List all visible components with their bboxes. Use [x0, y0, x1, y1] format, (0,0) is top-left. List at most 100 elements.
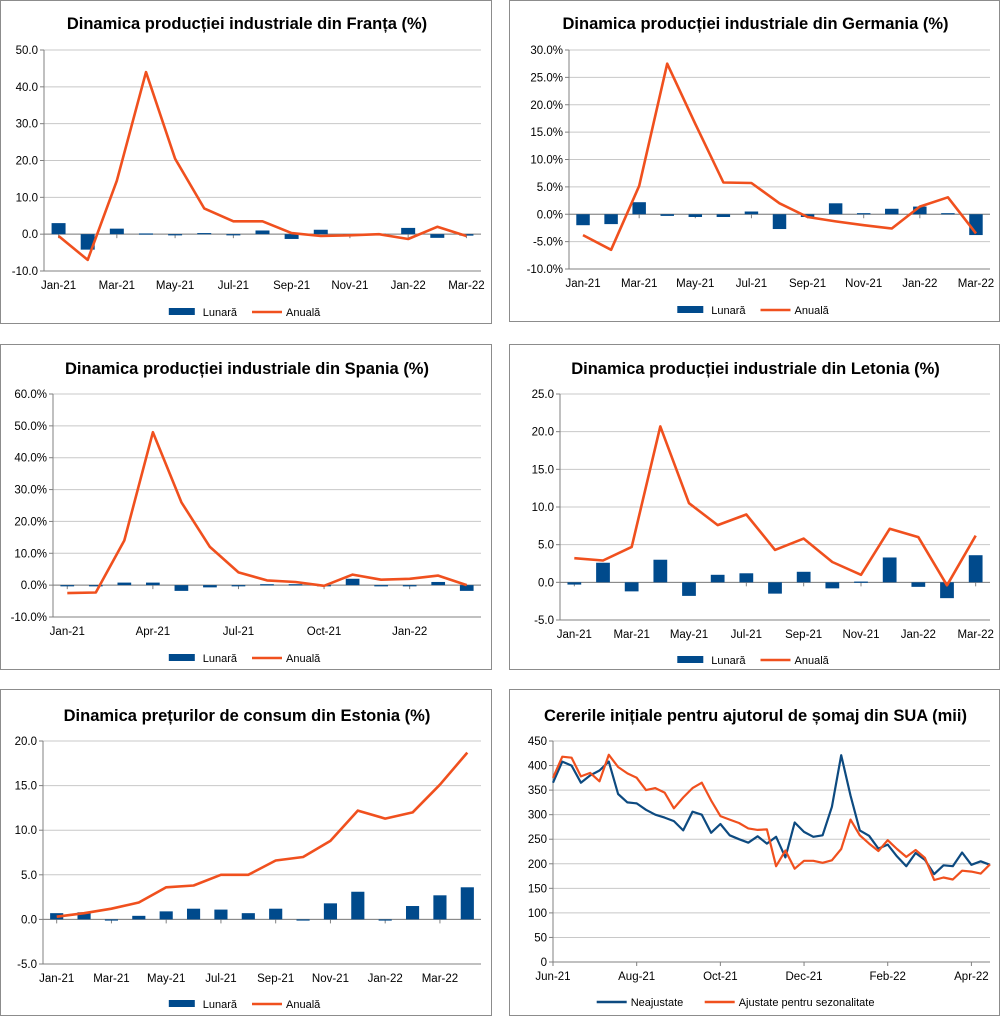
y-tick-label: 5.0	[21, 870, 37, 882]
x-tick-label: Mar-21	[613, 629, 649, 641]
y-tick-label: 50.0%	[14, 421, 47, 433]
series-line	[56, 751, 469, 918]
x-tick-label: Jan-22	[368, 973, 403, 985]
y-tick-label: 350	[528, 785, 547, 797]
bar	[405, 906, 420, 920]
x-tick-label: Jan-21	[39, 973, 74, 985]
x-tick-label: Apr-22	[954, 971, 989, 983]
y-tick-label: 0	[541, 957, 547, 969]
legend-label: Lunară	[203, 999, 238, 1011]
y-tick-label: 60.0%	[14, 389, 47, 401]
bar	[203, 585, 217, 588]
y-tick-label: 450	[528, 736, 547, 748]
chart-panel-franta: Dinamica producției industriale din Fran…	[0, 0, 492, 324]
x-tick-label: May-21	[156, 280, 194, 292]
series-line	[67, 430, 468, 595]
bar	[51, 223, 66, 235]
y-tick-label: 10.0%	[530, 155, 563, 167]
bar	[825, 582, 840, 589]
chart-title: Dinamica producției industriale din Germ…	[563, 15, 949, 33]
legend-label: Anuală	[286, 999, 321, 1011]
x-tick-label: Sep-21	[273, 280, 310, 292]
y-tick-label: 15.0%	[530, 127, 563, 139]
y-tick-label: 15.0	[15, 781, 37, 793]
x-tick-label: Jan-22	[391, 280, 426, 292]
bar	[431, 581, 446, 586]
bar	[430, 234, 445, 238]
bar	[772, 214, 787, 230]
chart-title: Dinamica producției industriale din Span…	[65, 360, 429, 378]
y-tick-label: 0.0%	[21, 580, 47, 592]
bar	[88, 585, 103, 587]
x-tick-label: Feb-22	[870, 971, 906, 983]
bar	[596, 562, 610, 583]
y-tick-label: 15.0	[532, 464, 554, 476]
bar	[378, 919, 392, 921]
legend-label: Lunară	[711, 305, 746, 317]
x-tick-label: Jan-21	[557, 629, 592, 641]
legend-label: Anuală	[795, 305, 830, 317]
y-tick-label: 50.0	[16, 45, 38, 57]
x-tick-label: Jul-21	[731, 629, 762, 641]
bar	[231, 585, 246, 587]
x-tick-label: Mar-22	[448, 280, 484, 292]
y-tick-label: 400	[528, 761, 547, 773]
x-tick-label: May-21	[676, 278, 714, 290]
bar	[269, 908, 283, 920]
bar	[882, 557, 897, 583]
bar	[968, 555, 983, 583]
bar	[296, 919, 310, 921]
y-tick-label: 0.0	[22, 229, 38, 241]
x-tick-label: May-21	[147, 973, 185, 985]
x-tick-label: Jan-22	[392, 626, 427, 638]
bar	[186, 908, 201, 920]
bar	[323, 903, 338, 920]
bar	[885, 208, 899, 215]
chart-panel-letonia: Dinamica producției industriale din Leto…	[509, 344, 1000, 670]
bar	[374, 585, 388, 587]
bar	[940, 582, 954, 599]
series-line	[57, 70, 467, 262]
x-tick-label: Sep-21	[257, 973, 294, 985]
bar	[146, 582, 160, 586]
bar	[854, 581, 868, 583]
bar	[941, 213, 955, 215]
x-tick-label: Nov-21	[312, 973, 349, 985]
x-tick-label: Nov-21	[331, 280, 368, 292]
bar	[174, 585, 189, 591]
bar	[226, 234, 241, 236]
bar	[459, 585, 474, 591]
legend-swatch	[168, 654, 195, 661]
bar	[241, 913, 255, 920]
y-tick-label: 30.0	[16, 119, 38, 131]
y-tick-label: 10.0	[15, 825, 37, 837]
y-tick-label: 20.0	[532, 427, 554, 439]
legend-label: Neajustate	[631, 997, 684, 1009]
bar	[632, 202, 646, 215]
y-tick-label: -5.0	[534, 615, 554, 627]
x-tick-label: Aug-21	[618, 971, 655, 983]
x-tick-label: Jan-21	[50, 626, 85, 638]
y-tick-label: 0.0	[538, 577, 554, 589]
y-tick-label: 300	[528, 810, 547, 822]
x-tick-label: Sep-21	[789, 278, 826, 290]
y-tick-label: 0.0%	[537, 209, 563, 221]
chart-franta: Dinamica producției industriale din Fran…	[12, 15, 485, 319]
y-tick-label: -5.0%	[533, 237, 563, 249]
bar	[856, 213, 871, 215]
y-tick-label: 40.0	[16, 82, 38, 94]
x-tick-label: May-21	[670, 629, 708, 641]
bar	[401, 227, 416, 235]
chart-germania: Dinamica producției industriale din Germ…	[527, 15, 995, 317]
bar	[214, 909, 228, 920]
x-tick-label: Jun-21	[535, 971, 570, 983]
x-tick-label: Jan-21	[565, 278, 600, 290]
x-tick-label: Jan-21	[41, 280, 76, 292]
y-tick-label: 20.0%	[14, 516, 47, 528]
x-tick-label: Mar-22	[422, 973, 458, 985]
y-tick-label: 30.0%	[530, 45, 563, 57]
x-tick-label: Mar-21	[99, 280, 135, 292]
bar	[433, 895, 447, 920]
bar	[567, 582, 582, 585]
chart-spania: Dinamica producției industriale din Span…	[11, 360, 481, 665]
